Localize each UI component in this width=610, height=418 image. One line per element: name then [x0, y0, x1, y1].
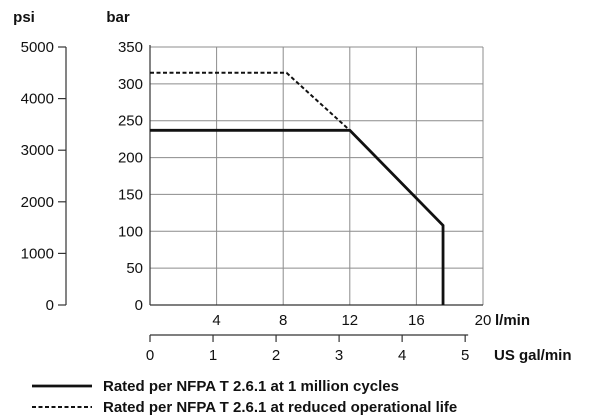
bar-tick-label: 50 — [126, 260, 143, 277]
axes — [58, 45, 483, 342]
series — [150, 71, 445, 305]
gal-axis-label: US gal/min — [494, 347, 572, 364]
lmin-tick-label: 8 — [279, 312, 287, 329]
gal-tick-label: 1 — [209, 347, 217, 364]
bar-tick-label: 150 — [118, 186, 143, 203]
bar-tick-label: 200 — [118, 150, 143, 167]
psi-tick-label: 5000 — [21, 39, 54, 56]
lmin-tick-label: 4 — [212, 312, 220, 329]
lmin-axis-label: l/min — [495, 312, 530, 329]
grid — [150, 46, 484, 305]
psi-tick-label: 0 — [46, 297, 54, 314]
bar-tick-label: 0 — [135, 297, 143, 314]
legend-label-1-million-cycles: Rated per NFPA T 2.6.1 at 1 million cycl… — [103, 378, 399, 395]
lmin-tick-label: 12 — [341, 312, 358, 329]
bar-axis-label: bar — [106, 9, 130, 26]
series-line-reduced-life — [150, 71, 351, 132]
psi-tick-label: 4000 — [21, 91, 54, 108]
gal-tick-label: 3 — [335, 347, 343, 364]
psi-tick-label: 3000 — [21, 142, 54, 159]
legend: Rated per NFPA T 2.6.1 at 1 million cycl… — [32, 378, 457, 416]
gal-tick-label: 5 — [461, 347, 469, 364]
bar-tick-label: 100 — [118, 223, 143, 240]
psi-axis-label: psi — [13, 9, 35, 26]
labels: 010002000300040005000psi0501001502002503… — [13, 9, 571, 364]
lmin-tick-label: 20 — [475, 312, 492, 329]
psi-tick-label: 1000 — [21, 245, 54, 262]
bar-tick-label: 300 — [118, 76, 143, 93]
bar-tick-label: 250 — [118, 113, 143, 130]
lmin-tick-label: 16 — [408, 312, 425, 329]
gal-tick-label: 0 — [146, 347, 154, 364]
bar-tick-label: 350 — [118, 39, 143, 56]
psi-tick-label: 2000 — [21, 194, 54, 211]
series-line-1-million-cycles — [150, 128, 445, 305]
legend-label-reduced-life: Rated per NFPA T 2.6.1 at reduced operat… — [103, 399, 457, 416]
gal-tick-label: 2 — [272, 347, 280, 364]
gal-tick-label: 4 — [398, 347, 406, 364]
